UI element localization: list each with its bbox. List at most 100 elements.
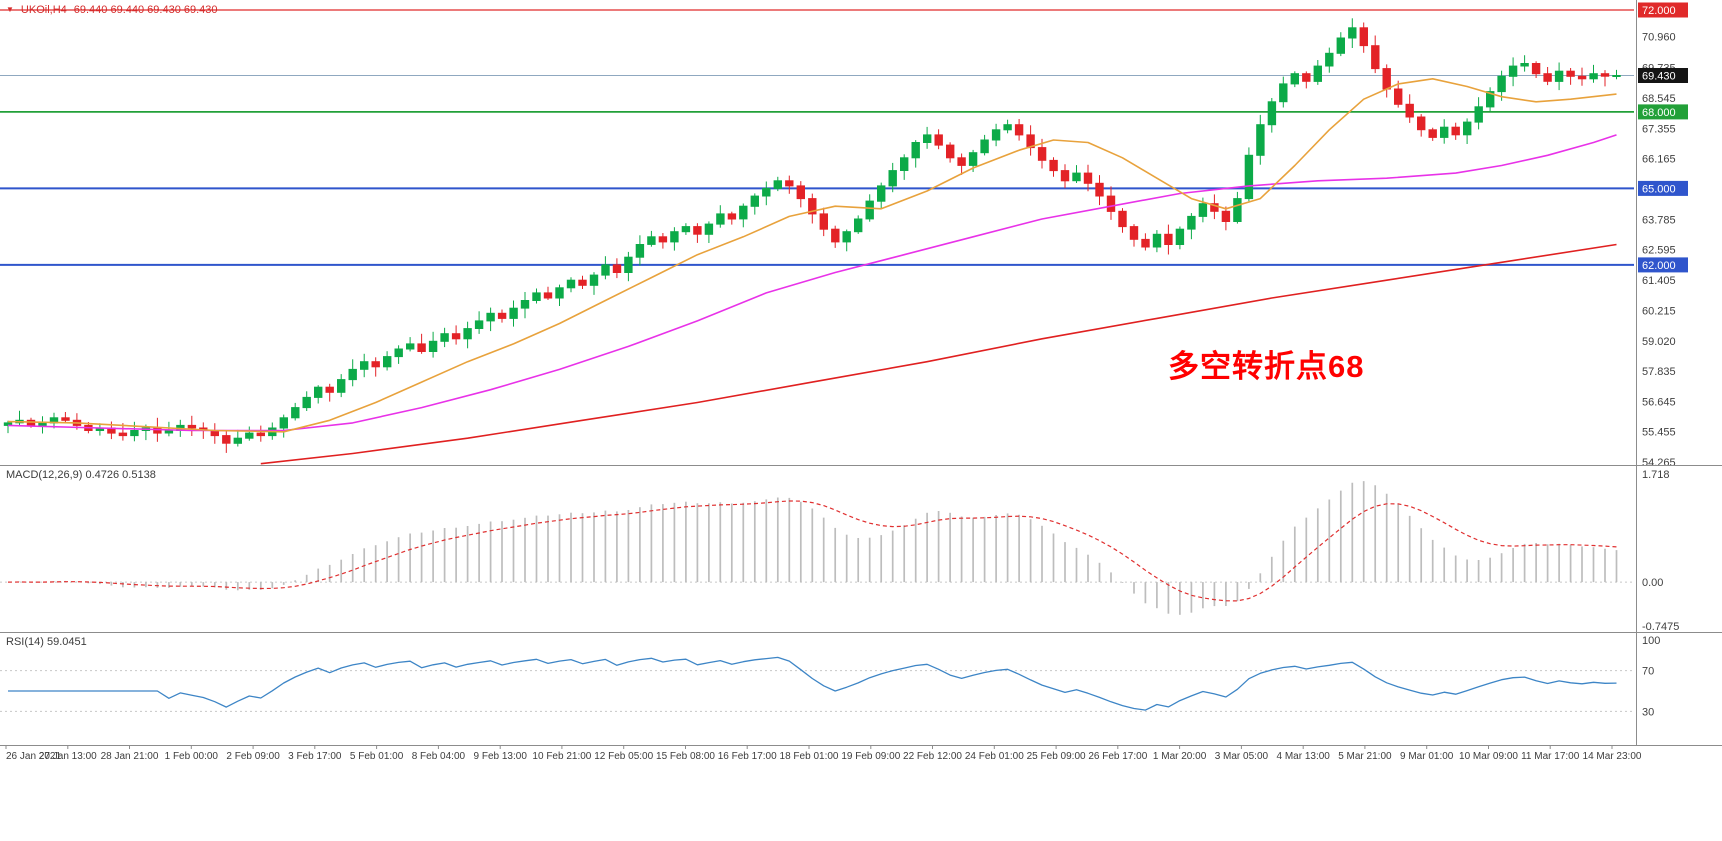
macd-signal-line <box>7 500 1617 602</box>
time-axis-label: 2 Feb 09:00 <box>226 751 280 762</box>
time-axis-label: 10 Feb 21:00 <box>532 751 591 762</box>
time-axis-label: 19 Feb 09:00 <box>841 751 900 762</box>
candle-body <box>716 213 725 225</box>
candle-body <box>61 417 70 421</box>
time-axis-label: 3 Mar 05:00 <box>1215 751 1269 762</box>
rsi-axis-30: 30 <box>1642 706 1654 718</box>
candle-body <box>1543 73 1552 82</box>
price-axis-tick: 61.405 <box>1642 275 1676 287</box>
candle-body <box>497 312 507 319</box>
candle-body <box>1428 129 1437 138</box>
candle-body <box>1508 65 1518 77</box>
candle-body <box>555 287 564 299</box>
price-axis-tick: 59.020 <box>1642 336 1676 348</box>
candle-body <box>1049 159 1058 172</box>
candle-body <box>130 430 139 437</box>
candle-body <box>1106 195 1116 212</box>
candle-body <box>222 435 231 444</box>
candle-body <box>1210 203 1219 212</box>
candle-body <box>1394 88 1403 105</box>
candle-body <box>1198 203 1208 217</box>
current-price-badge-text: 69.430 <box>1642 70 1676 82</box>
candle-body <box>1118 210 1127 228</box>
chart-annotation-text: 多空转折点68 <box>1168 349 1365 384</box>
macd-panel: 1.718 0.00 -0.7475 <box>0 469 1679 633</box>
candle-body <box>624 256 633 274</box>
candle-body <box>957 157 966 166</box>
fast-ma-line-orange <box>7 78 1617 433</box>
chart-canvas[interactable]: 1.7180.00-0.7475100703070.96069.73568.54… <box>0 0 1722 770</box>
candle-body <box>635 244 645 258</box>
candle-body <box>417 343 426 352</box>
candle-body <box>1187 215 1196 230</box>
candle-body <box>1175 228 1185 245</box>
candle-body <box>302 396 311 409</box>
candle-body <box>520 300 530 309</box>
level-65-badge-text: 65.000 <box>1642 183 1676 195</box>
time-axis-label: 24 Feb 01:00 <box>965 751 1024 762</box>
candle-body <box>658 236 668 243</box>
candle-body <box>578 279 587 286</box>
time-axis-label: 4 Mar 13:00 <box>1277 751 1331 762</box>
macd-histogram <box>18 481 1618 615</box>
candle-body <box>118 432 128 437</box>
time-axis-label: 12 Feb 05:00 <box>594 751 653 762</box>
candle-body <box>474 320 484 329</box>
candle-body <box>1554 70 1564 82</box>
candle-body <box>946 144 955 159</box>
candle-body <box>1003 124 1012 131</box>
candle-body <box>1072 172 1081 182</box>
time-axis-label: 27 Jan 13:00 <box>39 751 97 762</box>
candle-body <box>509 307 518 319</box>
candle-body <box>704 223 714 235</box>
candle-body <box>1014 124 1024 136</box>
candle-body <box>831 228 840 243</box>
candle-body <box>1531 63 1541 75</box>
price-axis-tick: 63.785 <box>1642 214 1676 226</box>
candle-body <box>911 142 920 159</box>
candle-body <box>1612 75 1621 77</box>
candle-body <box>532 292 541 301</box>
candle-body <box>1520 63 1529 67</box>
candle-body <box>934 134 943 146</box>
price-axis-tick: 56.645 <box>1642 396 1676 408</box>
candle-body <box>543 292 553 299</box>
candle-body <box>1290 73 1299 85</box>
price-axis-tick: 57.835 <box>1642 366 1676 378</box>
candle-body <box>256 432 266 437</box>
candle-body <box>681 226 691 233</box>
macd-axis-zero: 0.00 <box>1642 577 1663 589</box>
candle-body <box>1083 172 1093 184</box>
candle-body <box>877 185 886 202</box>
candle-body <box>1405 103 1414 118</box>
candle-body <box>991 129 1001 141</box>
candle-body <box>900 157 909 172</box>
candle-body <box>325 386 334 393</box>
time-axis-label: 1 Mar 20:00 <box>1153 751 1207 762</box>
candle-body <box>1233 198 1242 223</box>
candle-body <box>612 264 622 273</box>
candle-body <box>383 356 392 368</box>
rsi-panel: 100 70 30 <box>0 635 1660 718</box>
candle-body <box>1417 116 1426 131</box>
candle-body <box>1095 182 1104 197</box>
symbol-dropdown-arrow-icon[interactable]: ▼ <box>6 5 14 14</box>
candle-body <box>1129 226 1139 240</box>
candle-body <box>750 195 759 207</box>
rsi-indicator-label: RSI(14) 59.0451 <box>6 636 87 648</box>
price-axis-tick: 54.265 <box>1642 457 1676 469</box>
chart-title: ▼ UKOil,H4 69.440 69.440 69.430 69.430 <box>6 4 218 16</box>
macd-axis-bottom: -0.7475 <box>1642 621 1679 633</box>
candle-body <box>1256 124 1265 156</box>
time-axis-label: 8 Feb 04:00 <box>412 751 466 762</box>
candle-body <box>854 218 863 233</box>
moving-averages-layer <box>7 78 1617 465</box>
candle-body <box>1382 68 1391 90</box>
price-axis-tick: 62.595 <box>1642 245 1676 257</box>
horizontal-lines-layer[interactable] <box>0 9 1634 266</box>
time-axis-label: 26 Feb 17:00 <box>1088 751 1147 762</box>
level-62-badge-text: 62.000 <box>1642 260 1676 272</box>
candle-body <box>888 170 897 187</box>
time-axis-label: 25 Feb 09:00 <box>1027 751 1086 762</box>
candle-body <box>647 236 656 245</box>
